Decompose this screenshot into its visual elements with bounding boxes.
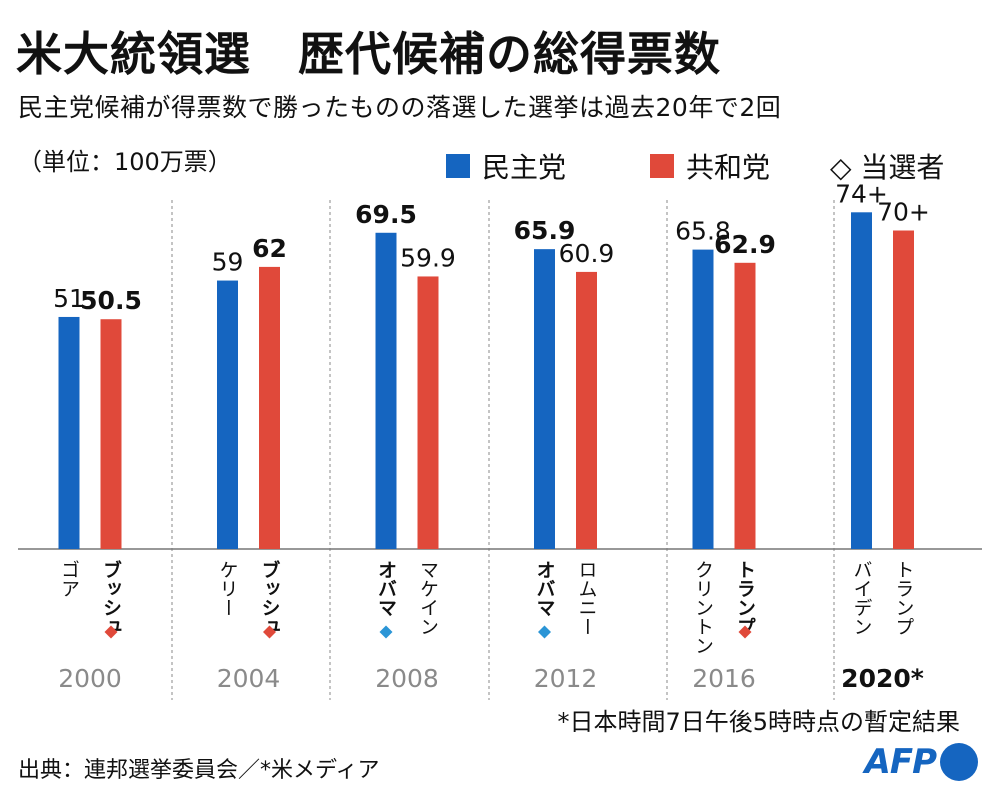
year-tick-label: 2012 (534, 664, 598, 693)
dem-value-label: 65.8 (675, 217, 731, 246)
rep-bar (417, 276, 439, 549)
winner-marker (104, 625, 118, 639)
dem-bar (58, 316, 80, 549)
rep-bar (576, 271, 597, 549)
rep-candidate-label: ロムニー (576, 560, 598, 636)
dem-candidate-label: バイデン (851, 560, 873, 636)
dem-bar (692, 249, 714, 550)
rep-bar (893, 230, 914, 549)
dem-bar (534, 249, 555, 549)
legend-winner: ◇ 当選者 (830, 146, 944, 186)
winner-marker (538, 625, 551, 639)
dem-candidate-label: ケリー (217, 560, 239, 617)
afp-logo-circle (940, 743, 978, 781)
rep-candidate-label: トランプ (734, 560, 756, 636)
rep-value-label: 62 (252, 234, 287, 263)
dem-candidate-label: クリントン (692, 560, 714, 655)
dem-candidate-label: オバマ (534, 560, 556, 617)
year-tick-label: 2008 (375, 664, 439, 693)
year-tick-label: 2004 (217, 664, 281, 693)
dem-value-label: 69.5 (355, 200, 417, 229)
legend-rep-swatch (650, 154, 674, 178)
legend-rep: 共和党 (650, 146, 770, 186)
dem-bar (375, 232, 397, 549)
rep-value-label: 62.9 (714, 230, 776, 259)
rep-candidate-label: ブッシュ (100, 559, 122, 636)
legend-dem: 民主党 (446, 146, 566, 186)
dem-candidate-label: オバマ (375, 560, 397, 617)
source-note: 出典：連邦選挙委員会／*米メディア (18, 758, 380, 783)
dem-value-label: 65.9 (514, 216, 576, 245)
rep-candidate-label: ブッシュ (259, 559, 281, 636)
winner-marker (738, 625, 752, 639)
rep-candidate-label: トランプ (893, 560, 915, 636)
afp-logo-text: AFP (864, 742, 937, 782)
rep-value-label: 59.9 (400, 243, 456, 272)
dem-value-label: 74+ (835, 179, 888, 208)
legend-winner-label: ◇ 当選者 (830, 151, 945, 184)
chart-subtitle: 民主党候補が得票数で勝ったものの落選した選挙は過去20年で2回 (18, 93, 782, 122)
rep-value-label: 50.5 (80, 286, 142, 315)
rep-bar (100, 319, 122, 549)
chart-title: 米大統領選 歴代候補の総得票数 (16, 27, 721, 81)
rep-bar (734, 262, 756, 549)
afp-logo: AFP (865, 742, 978, 782)
rep-value-label: 70+ (877, 198, 930, 227)
legend-dem-swatch (446, 154, 470, 178)
unit-label: （単位：100万票） (18, 148, 232, 176)
dem-bar (851, 212, 872, 550)
rep-value-label: 60.9 (559, 239, 615, 268)
dem-candidate-label: ゴア (58, 560, 80, 598)
year-tick-label: 2016 (692, 664, 756, 693)
rep-candidate-label: マケイン (417, 560, 439, 636)
year-tick-label: 2020* (841, 664, 924, 693)
dem-value-label: 59 (212, 248, 244, 277)
rep-bar (259, 266, 280, 549)
winner-marker (379, 625, 393, 639)
footnote: *日本時間7日午後5時時点の暫定結果 (557, 708, 960, 736)
legend-rep-label: 共和党 (686, 151, 771, 184)
year-tick-label: 2000 (58, 664, 122, 693)
winner-marker (263, 625, 276, 639)
dem-value-label: 51 (53, 284, 85, 313)
legend-dem-label: 民主党 (482, 151, 567, 184)
dem-bar (217, 280, 238, 549)
